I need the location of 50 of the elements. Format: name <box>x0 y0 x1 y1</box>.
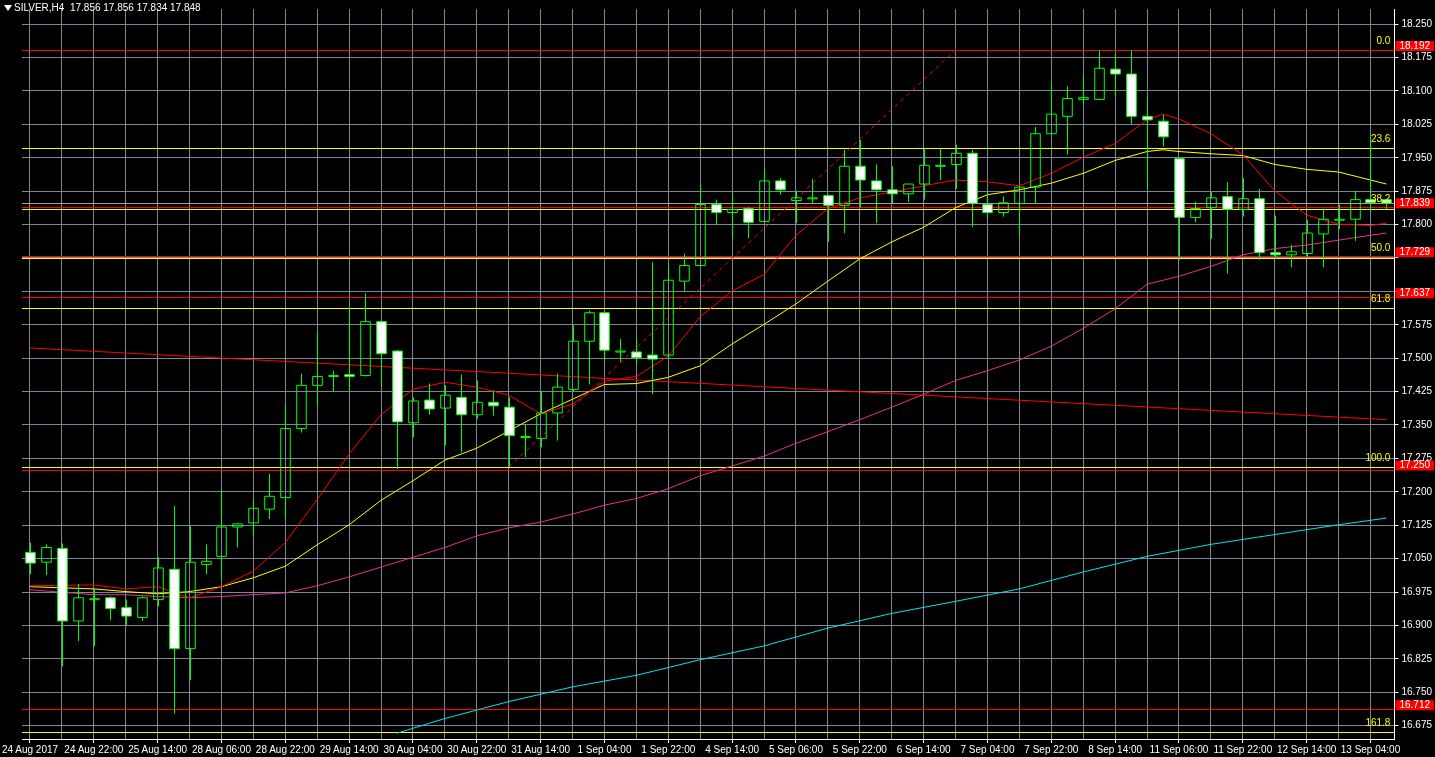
annotation: 0.0 <box>1376 34 1391 46</box>
y-tick-label: 17.800 <box>1401 218 1433 230</box>
x-tick-label: 30 Aug 22:00 <box>447 743 507 755</box>
x-tick-label: 13 Sep 04:00 <box>1340 743 1401 755</box>
y-tick-label: 16.900 <box>1401 619 1433 631</box>
x-tick-label: 25 Aug 14:00 <box>128 743 188 755</box>
y-tick-label: 17.575 <box>1401 318 1433 330</box>
annotation: 50.0 <box>1370 242 1391 254</box>
ref-line-label: 17.839 <box>1399 196 1431 208</box>
chart-title: SILVER,H4 17.856 17.856 17.834 17.848 <box>14 1 202 13</box>
x-tick-label: 31 Aug 14:00 <box>511 743 571 755</box>
y-tick-label: 17.950 <box>1401 151 1433 163</box>
ref-line-label: 17.729 <box>1399 245 1431 257</box>
x-tick-label: 30 Aug 04:00 <box>383 743 443 755</box>
y-tick-label: 16.825 <box>1401 652 1433 664</box>
ref-line-label: 18.192 <box>1399 39 1431 51</box>
x-tick-label: 1 Sep 04:00 <box>577 743 632 755</box>
x-tick-label: 28 Aug 22:00 <box>255 743 316 755</box>
x-tick-label: 11 Sep 22:00 <box>1213 743 1273 755</box>
y-tick-label: 17.875 <box>1401 184 1433 196</box>
x-tick-label: 6 Sep 14:00 <box>896 743 952 755</box>
x-tick-label: 29 Aug 14:00 <box>319 743 380 755</box>
y-tick-label: 18.025 <box>1401 118 1433 130</box>
y-tick-label: 16.975 <box>1401 585 1433 597</box>
y-tick-label: 18.250 <box>1401 17 1433 29</box>
ref-line-label: 17.637 <box>1399 286 1431 298</box>
x-tick-label: 8 Sep 14:00 <box>1088 743 1143 755</box>
y-tick-label: 17.500 <box>1401 351 1433 363</box>
x-tick-label: 1 Sep 22:00 <box>641 743 696 755</box>
x-tick-label: 11 Sep 06:00 <box>1149 743 1209 755</box>
y-tick-label: 17.125 <box>1401 518 1433 530</box>
x-tick-label: 7 Sep 22:00 <box>1024 743 1079 755</box>
x-tick-label: 12 Sep 14:00 <box>1276 743 1337 755</box>
x-tick-label: 7 Sep 04:00 <box>960 743 1015 755</box>
x-tick-label: 28 Aug 06:00 <box>192 743 252 755</box>
y-tick-label: 17.200 <box>1401 485 1433 497</box>
y-tick-label: 17.350 <box>1401 418 1433 430</box>
x-tick-label: 4 Sep 14:00 <box>705 743 760 755</box>
x-tick-label: 5 Sep 06:00 <box>769 743 824 755</box>
y-tick-label: 18.100 <box>1401 84 1433 96</box>
y-tick-label: 18.175 <box>1401 51 1433 63</box>
y-tick-label: 17.425 <box>1401 385 1433 397</box>
y-tick-label: 16.750 <box>1401 685 1433 697</box>
ref-line-label: 16.712 <box>1399 698 1431 710</box>
y-tick-label: 17.050 <box>1401 552 1433 564</box>
x-tick-label: 24 Aug 22:00 <box>64 743 124 755</box>
y-tick-label: 16.675 <box>1401 719 1433 731</box>
x-tick-label: 24 Aug 2017 <box>1 743 59 755</box>
annotation: 23.6 <box>1370 132 1391 144</box>
x-tick-label: 5 Sep 22:00 <box>832 743 888 755</box>
